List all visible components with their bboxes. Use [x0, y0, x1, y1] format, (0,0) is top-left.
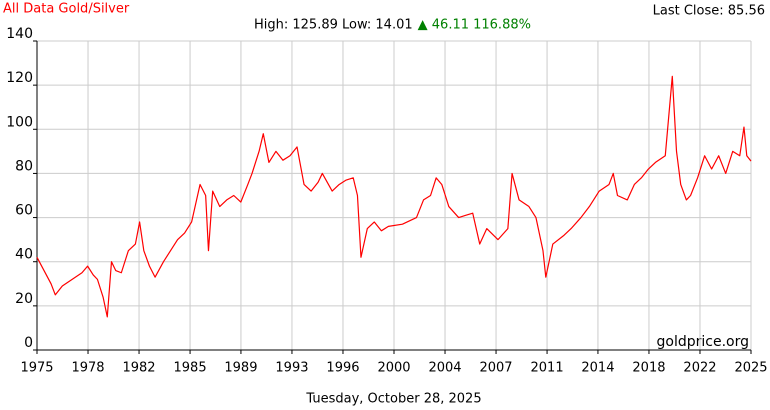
- y-tick-label: 120: [6, 70, 33, 86]
- y-tick-label: 20: [15, 291, 33, 307]
- x-tick-label: 2011: [531, 361, 564, 376]
- x-tick-label: 2004: [428, 361, 461, 376]
- x-tick-label: 1982: [122, 361, 155, 376]
- x-tick-label: 2007: [479, 361, 512, 376]
- x-tick-label: 2025: [734, 361, 767, 376]
- x-tick-label: 2018: [632, 361, 665, 376]
- high-low: High: 125.89 Low: 14.01: [254, 18, 413, 33]
- change: ▲ 46.11 116.88%: [418, 18, 531, 33]
- y-tick-label: 80: [15, 158, 33, 174]
- watermark: goldprice.org: [657, 334, 749, 350]
- chart-title: All Data Gold/Silver: [3, 2, 130, 17]
- x-tick-label: 1989: [224, 361, 257, 376]
- ratio-line: [36, 75, 752, 318]
- y-tick-label: 140: [6, 26, 33, 42]
- y-tick-label: 40: [15, 247, 33, 263]
- y-tick-label: 0: [24, 335, 33, 351]
- x-tick-label: 2022: [683, 361, 716, 376]
- x-tick-label: 2000: [377, 361, 410, 376]
- x-tick-label: 2014: [581, 361, 614, 376]
- x-tick-label: 1978: [71, 361, 104, 376]
- last-close: Last Close: 85.56: [653, 4, 765, 19]
- x-tick-label: 1975: [20, 361, 53, 376]
- x-tick-label: 1996: [326, 361, 359, 376]
- x-tick-label: 1985: [174, 361, 207, 376]
- date: Tuesday, October 28, 2025: [305, 392, 481, 407]
- y-tick-label: 60: [15, 203, 33, 219]
- y-tick-label: 100: [6, 114, 33, 130]
- x-tick-label: 1993: [275, 361, 308, 376]
